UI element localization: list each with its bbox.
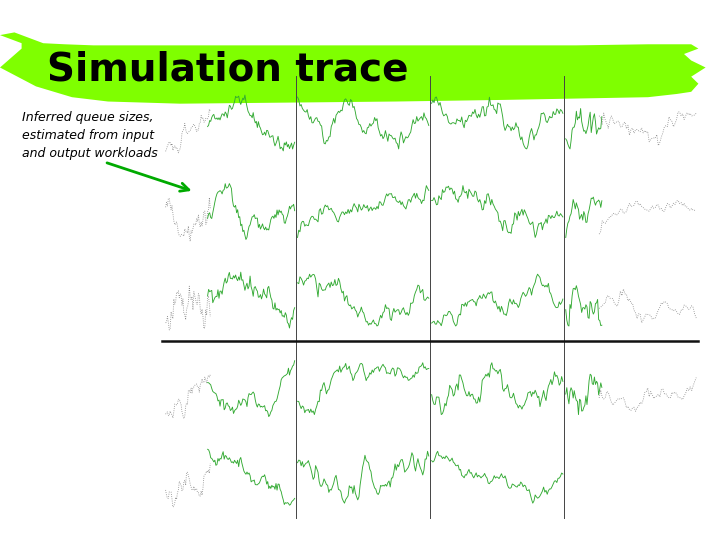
Text: Inferred queue sizes,
estimated from input
and output workloads: Inferred queue sizes, estimated from inp… (22, 111, 158, 160)
Polygon shape (0, 32, 706, 104)
Text: Simulation trace: Simulation trace (47, 50, 408, 88)
